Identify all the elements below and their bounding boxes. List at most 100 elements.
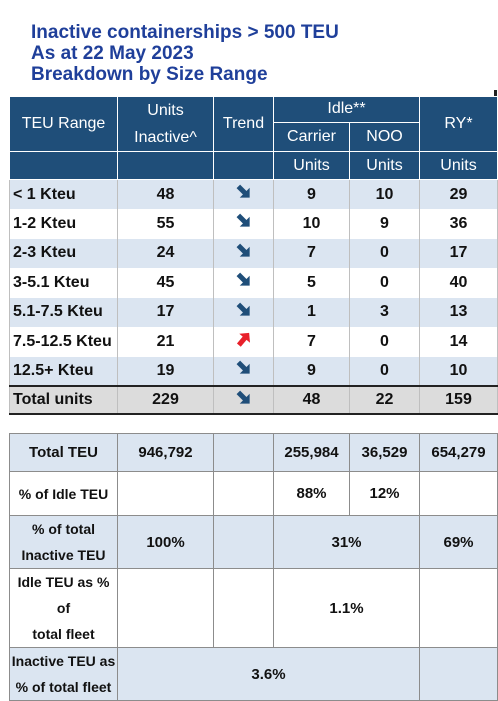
range-cell: 5.1-7.5 Kteu xyxy=(9,297,118,327)
carrier-units-cell: 7 xyxy=(273,238,350,268)
units-inactive-cell: 17 xyxy=(117,297,214,327)
ry-units-cell: 10 xyxy=(419,356,498,386)
header-teu-range: TEU Range xyxy=(9,96,118,152)
table-row: 1-2 Kteu 55 10 9 36 xyxy=(9,209,498,239)
range-cell: < 1 Kteu xyxy=(9,179,118,209)
table-row: 5.1-7.5 Kteu 17 1 3 13 xyxy=(9,297,498,327)
carrier-units-cell: 9 xyxy=(273,179,350,209)
idle-pct-fleet-blank-3 xyxy=(419,568,498,648)
inactive-pct-fleet-value: 3.6% xyxy=(117,647,420,701)
trend-up-arrow-icon xyxy=(236,333,250,347)
total-teu-carrier: 255,984 xyxy=(273,433,350,472)
noo-units-cell: 0 xyxy=(349,238,420,268)
pct-total-inactive-trend-blank xyxy=(213,515,274,569)
idle-pct-fleet-label-1: Idle TEU as % of xyxy=(17,574,110,616)
idle-pct-fleet-label-2: total fleet xyxy=(32,626,95,642)
noo-units-cell: 22 xyxy=(349,385,420,415)
units-inactive-cell: 55 xyxy=(117,209,214,239)
ry-units-cell: 36 xyxy=(419,209,498,239)
trend-cell xyxy=(213,356,274,386)
title-line-1: Inactive containerships > 500 TEU xyxy=(31,22,339,43)
pct-idle-teu-carrier: 88% xyxy=(273,471,350,516)
ry-units-cell: 29 xyxy=(419,179,498,209)
units-inactive-cell: 24 xyxy=(117,238,214,268)
header-noo: NOO xyxy=(349,121,420,153)
carrier-units-cell: 1 xyxy=(273,297,350,327)
noo-units-cell: 9 xyxy=(349,209,420,239)
header-blank-1 xyxy=(9,151,118,180)
trend-cell xyxy=(213,179,274,209)
header-units-inactive: Units Inactive^ xyxy=(117,96,214,152)
range-cell: 2-3 Kteu xyxy=(9,238,118,268)
pct-total-inactive-ry: 69% xyxy=(419,515,498,569)
table-row: 3-5.1 Kteu 45 5 0 40 xyxy=(9,268,498,298)
header-carrier: Carrier xyxy=(273,121,350,153)
header-ry-units: Units xyxy=(419,151,498,180)
trend-cell xyxy=(213,385,274,415)
title-line-3: Breakdown by Size Range xyxy=(31,64,268,85)
trend-cell xyxy=(213,297,274,327)
inactive-pct-fleet-label-2: % of total fleet xyxy=(15,679,112,695)
pct-idle-teu-inactive-blank xyxy=(117,471,214,516)
pct-total-inactive-idle: 31% xyxy=(273,515,420,569)
trend-cell xyxy=(213,327,274,357)
teu-summary-table: Total TEU 946,792 255,984 36,529 654,279… xyxy=(9,433,498,701)
ry-units-cell: 14 xyxy=(419,327,498,357)
carrier-units-cell: 7 xyxy=(273,327,350,357)
pct-idle-teu-label: % of Idle TEU xyxy=(9,471,118,516)
pct-total-inactive-label-2: Inactive TEU xyxy=(21,547,106,563)
header-trend: Trend xyxy=(213,96,274,152)
table-row: < 1 Kteu 48 9 10 29 xyxy=(9,179,498,209)
pct-total-inactive-label-1: % of total xyxy=(32,521,95,537)
carrier-units-cell: 48 xyxy=(273,385,350,415)
ry-units-cell: 13 xyxy=(419,297,498,327)
title-line-2: As at 22 May 2023 xyxy=(31,43,194,64)
range-cell: 3-5.1 Kteu xyxy=(9,268,118,298)
table-row: 7.5-12.5 Kteu 21 7 0 14 xyxy=(9,327,498,357)
header-ry: RY* xyxy=(419,96,498,152)
size-range-table: TEU Range Units Inactive^ Trend Idle** R… xyxy=(9,96,498,415)
units-inactive-cell: 19 xyxy=(117,356,214,386)
pct-idle-teu-ry-blank xyxy=(419,471,498,516)
trend-down-arrow-icon xyxy=(236,243,250,257)
total-row: Total units 229 48 22 159 xyxy=(9,385,498,415)
ry-units-cell: 40 xyxy=(419,268,498,298)
trend-cell xyxy=(213,209,274,239)
inactive-pct-fleet-label-1: Inactive TEU as xyxy=(11,653,116,669)
total-teu-inactive: 946,792 xyxy=(117,433,214,472)
units-inactive-cell: 45 xyxy=(117,268,214,298)
header-blank-2 xyxy=(117,151,214,180)
idle-pct-fleet-blank-1 xyxy=(117,568,214,648)
header-blank-3 xyxy=(213,151,274,180)
units-inactive-cell: 21 xyxy=(117,327,214,357)
pct-total-inactive-label: % of total Inactive TEU xyxy=(9,515,118,569)
ry-units-cell: 17 xyxy=(419,238,498,268)
trend-down-arrow-icon xyxy=(236,184,250,198)
total-teu-noo: 36,529 xyxy=(349,433,420,472)
carrier-units-cell: 9 xyxy=(273,356,350,386)
header-noo-units: Units xyxy=(349,151,420,180)
range-cell: 7.5-12.5 Kteu xyxy=(9,327,118,357)
header-idle: Idle** xyxy=(273,96,420,123)
trend-down-arrow-icon xyxy=(236,302,250,316)
trend-down-arrow-icon xyxy=(236,390,250,404)
table-row: 12.5+ Kteu 19 9 0 10 xyxy=(9,356,498,386)
noo-units-cell: 0 xyxy=(349,327,420,357)
trend-cell xyxy=(213,238,274,268)
total-teu-trend-blank xyxy=(213,433,274,472)
noo-units-cell: 3 xyxy=(349,297,420,327)
total-teu-ry: 654,279 xyxy=(419,433,498,472)
pct-idle-teu-noo: 12% xyxy=(349,471,420,516)
trend-down-arrow-icon xyxy=(236,213,250,227)
noo-units-cell: 10 xyxy=(349,179,420,209)
header-carrier-units: Units xyxy=(273,151,350,180)
inactive-pct-fleet-label: Inactive TEU as % of total fleet xyxy=(9,647,118,701)
idle-pct-fleet-blank-2 xyxy=(213,568,274,648)
total-teu-label: Total TEU xyxy=(9,433,118,472)
trend-down-arrow-icon xyxy=(236,272,250,286)
idle-pct-fleet-label: Idle TEU as % of total fleet xyxy=(9,568,118,648)
pct-idle-teu-trend-blank xyxy=(213,471,274,516)
pct-total-inactive-value: 100% xyxy=(117,515,214,569)
range-cell: 1-2 Kteu xyxy=(9,209,118,239)
carrier-units-cell: 10 xyxy=(273,209,350,239)
